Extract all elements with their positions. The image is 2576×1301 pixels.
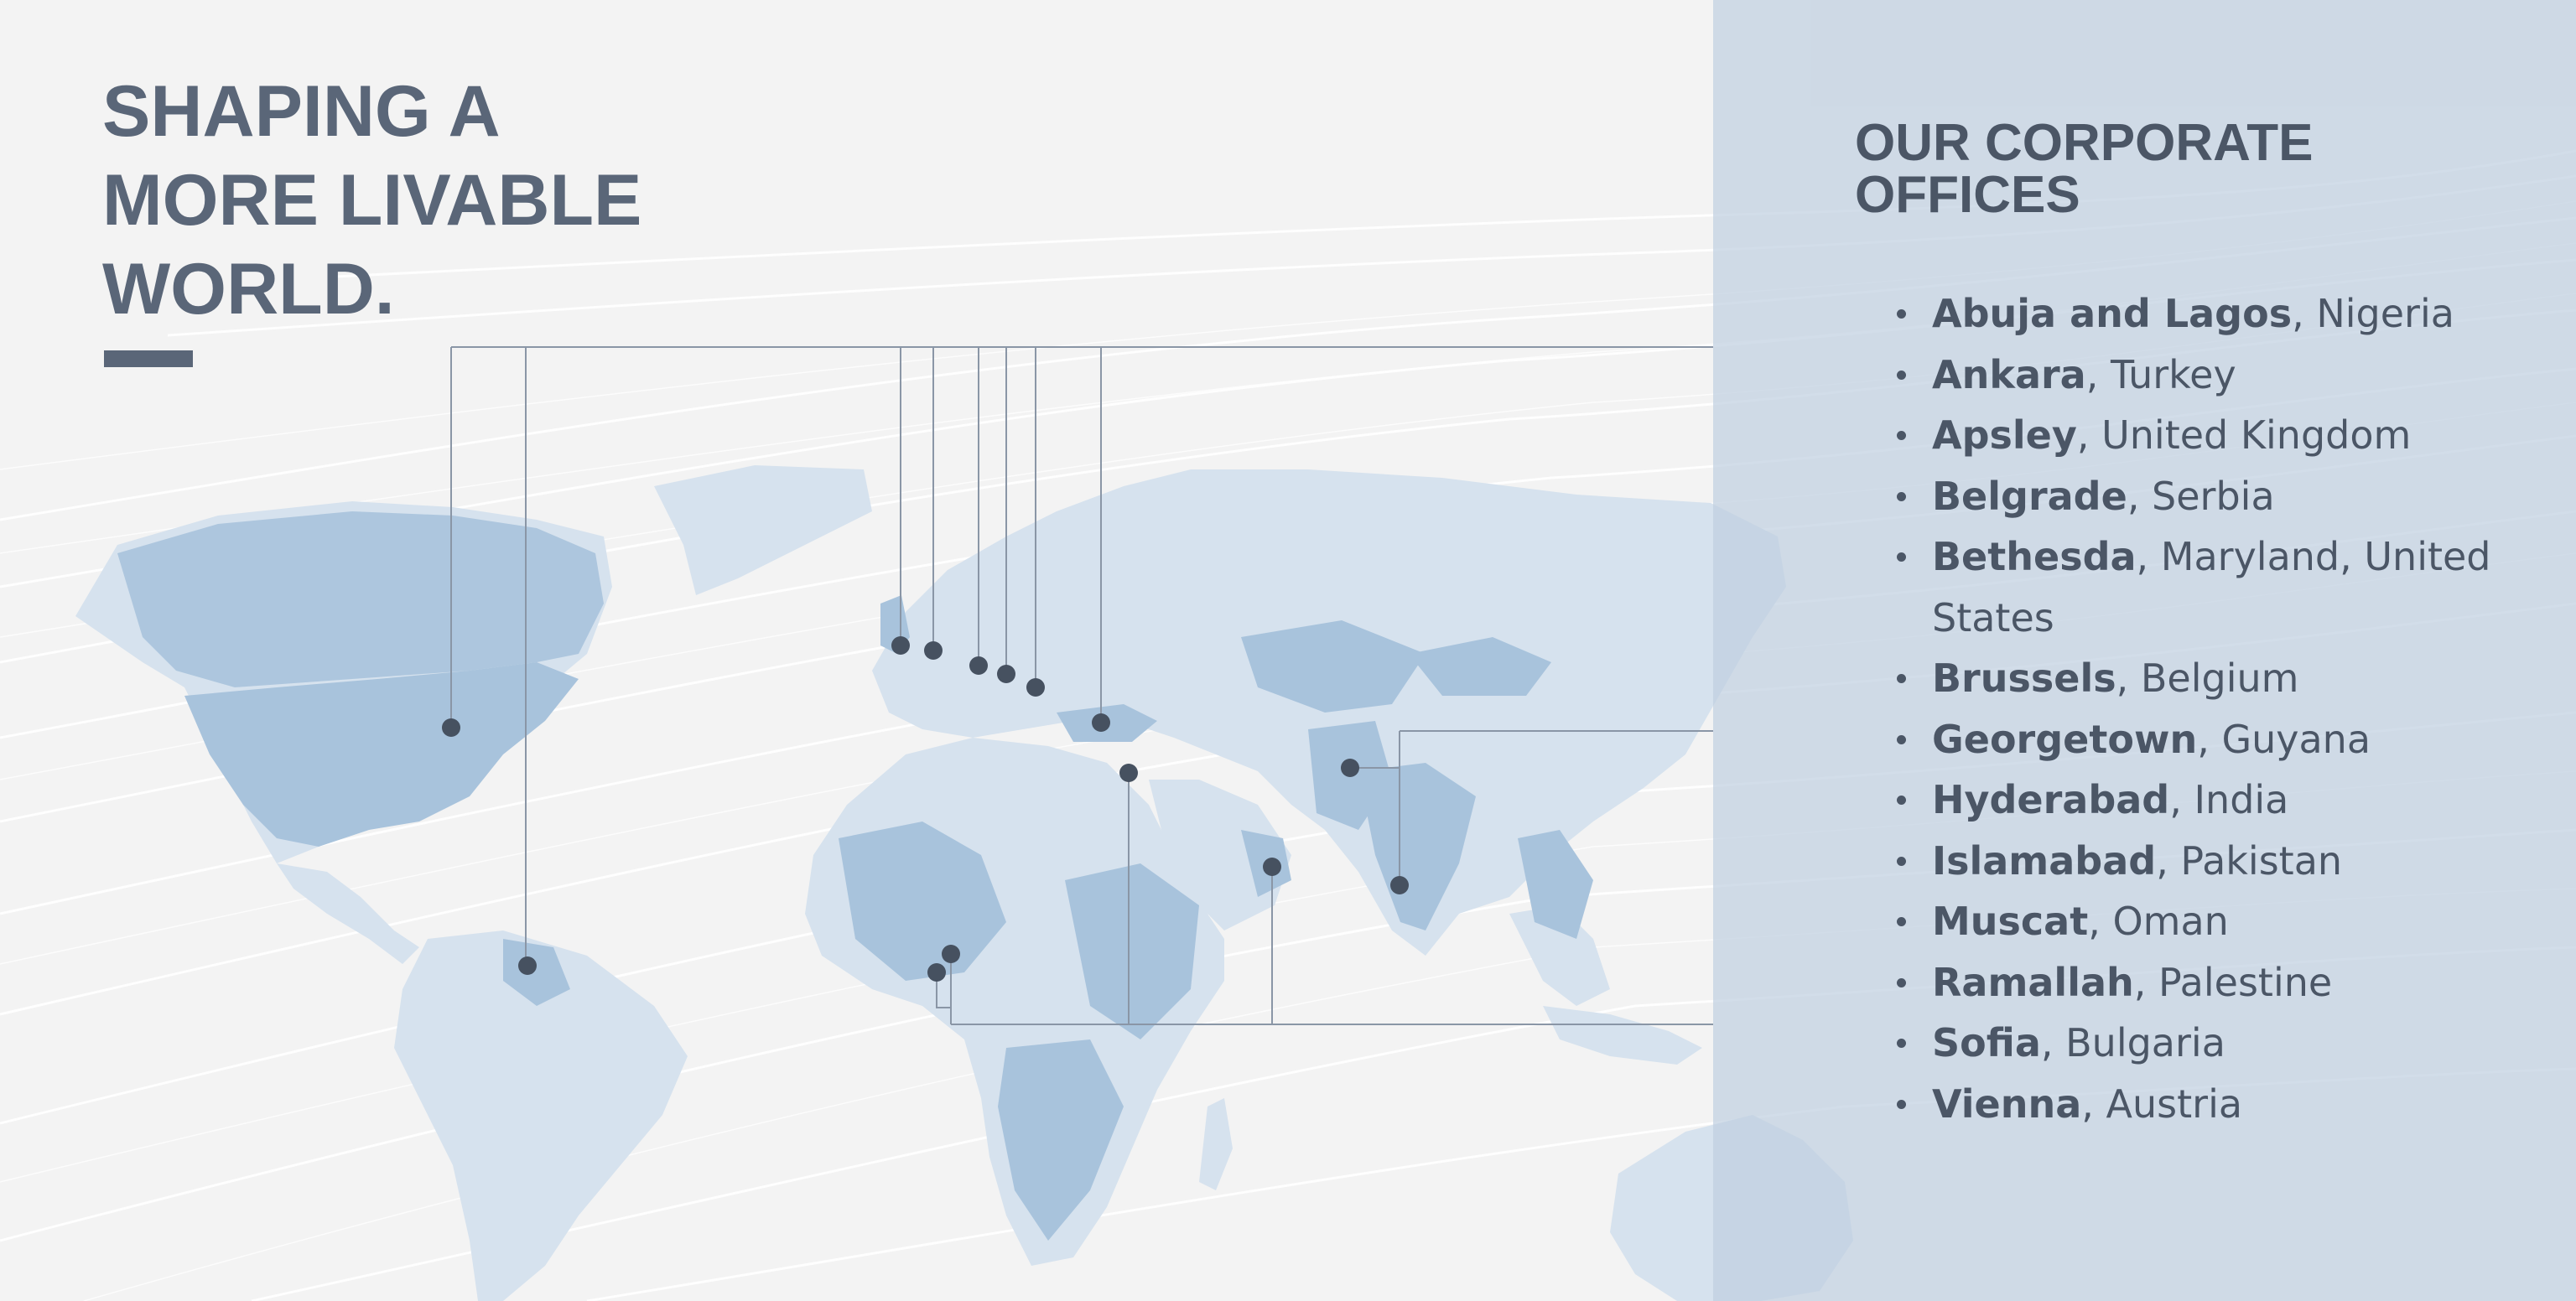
marker-ramallah [1119,764,1138,782]
africa-west-shape [839,822,1006,981]
mongolia-shape [1409,637,1551,696]
office-item-abuja-lagos: Abuja and Lagos, Nigeria [1897,283,2542,345]
marker-georgetown [518,956,537,975]
marker-lagos [927,963,946,982]
marker-islamabad [1341,759,1359,777]
marker-apsley [891,636,910,655]
south-america-landmass [394,930,688,1301]
office-item-hyderabad: Hyderabad, India [1897,770,2542,831]
office-item-sofia: Sofia, Bulgaria [1897,1013,2542,1074]
southeast-asia-landmass [1509,905,1610,1006]
connector-lagos [936,972,951,1008]
office-location: , Pakistan [2156,837,2343,884]
arabia-landmass [1149,780,1291,930]
office-location: , Guyana [2197,716,2371,762]
marker-vienna [969,656,988,675]
highlighted-countries [117,511,1593,1241]
office-item-bethesda: Bethesda, Maryland, United States [1897,526,2542,648]
office-markers [442,636,1409,982]
southeast-asia-shape [1518,830,1593,939]
canada-shape [117,511,604,687]
marker-sofia [1026,678,1045,697]
office-city: Abuja and Lagos [1932,291,2293,336]
office-location: , Austria [2081,1081,2243,1127]
office-city: Islamabad [1932,837,2157,884]
marker-ankara [1092,713,1110,732]
headline-line-1: SHAPING A [102,71,501,152]
office-city: Ankara [1932,351,2086,397]
marker-hyderabad [1390,876,1409,894]
indonesia-landmass [1543,1006,1702,1065]
office-item-ramallah: Ramallah, Palestine [1897,952,2542,1013]
office-item-brussels: Brussels, Belgium [1897,648,2542,709]
office-location: , Serbia [2127,473,2275,519]
offices-title-line-1: OUR CORPORATE [1855,114,2314,172]
office-list: Abuja and Lagos, Nigeria Ankara, Turkey … [1897,283,2542,1134]
office-location: , United Kingdom [2076,412,2412,458]
office-location: , Belgium [2116,656,2299,701]
office-location: , Palestine [2133,959,2333,1005]
headline-line-3: WORLD. [102,249,395,329]
guyana-shape [503,939,570,1006]
usa-shape [184,662,579,847]
china-shape [1241,620,1426,713]
office-location: , India [2169,777,2289,822]
office-location: , Nigeria [2292,291,2454,336]
office-city: Georgetown [1932,716,2198,762]
marker-belgrade [997,665,1015,683]
central-america-landmass [277,863,419,964]
marker-abuja [942,945,960,963]
offices-title: OUR CORPORATE OFFICES [1855,117,2314,221]
africa-east-shape [1065,863,1199,1039]
office-location: , Maryland, United States [1932,534,2491,640]
offices-panel [1713,0,2576,1301]
office-city: Apsley [1932,412,2077,458]
greenland-landmass [654,465,872,595]
office-item-apsley: Apsley, United Kingdom [1897,405,2542,466]
india-shape [1358,763,1476,930]
office-city: Brussels [1932,656,2116,701]
marker-muscat [1263,858,1281,876]
office-item-ankara: Ankara, Turkey [1897,345,2542,406]
office-city: Belgrade [1932,473,2127,519]
marker-bethesda [442,718,460,737]
office-city: Muscat [1932,899,2089,944]
madagascar-landmass [1199,1098,1233,1190]
offices-title-line-2: OFFICES [1855,166,2080,224]
office-item-vienna: Vienna, Austria [1897,1074,2542,1135]
headline-accent-bar [104,350,193,367]
office-city: Sofia [1932,1020,2041,1065]
headline: SHAPING A MORE LIVABLE WORLD. [102,67,641,334]
office-item-muscat: Muscat, Oman [1897,891,2542,952]
headline-line-2: MORE LIVABLE [102,160,642,241]
office-item-belgrade: Belgrade, Serbia [1897,466,2542,527]
africa-south-shape [998,1039,1124,1241]
office-city: Ramallah [1932,959,2134,1005]
office-item-georgetown: Georgetown, Guyana [1897,709,2542,770]
office-location: , Bulgaria [2040,1020,2225,1065]
office-city: Hyderabad [1932,777,2170,822]
marker-brussels [924,641,943,660]
office-city: Bethesda [1932,534,2137,579]
connector-lines [450,346,1713,1025]
office-location: , Oman [2088,899,2229,944]
office-item-islamabad: Islamabad, Pakistan [1897,831,2542,892]
office-location: , Turkey [2085,351,2236,397]
office-city: Vienna [1932,1081,2082,1127]
